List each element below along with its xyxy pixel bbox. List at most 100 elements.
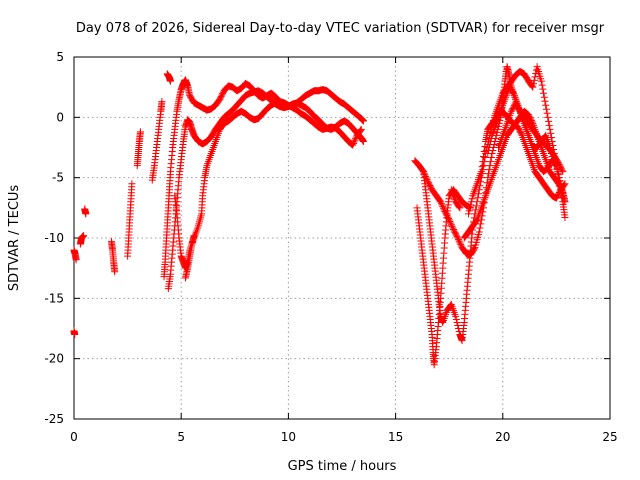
- data-point: [357, 125, 365, 133]
- series-a7: [148, 98, 166, 184]
- data-point: [454, 236, 462, 244]
- y-tick-label: -5: [52, 171, 64, 185]
- data-point: [547, 147, 555, 155]
- series-a1: [70, 327, 79, 339]
- data-point: [467, 198, 475, 206]
- data-point: [509, 88, 517, 96]
- data-point: [447, 221, 455, 229]
- y-tick-label: -10: [44, 231, 64, 245]
- data-point: [530, 80, 538, 88]
- y-tick-label: -20: [44, 352, 64, 366]
- data-point: [465, 207, 473, 215]
- series-a5: [124, 180, 136, 260]
- data-point: [554, 168, 562, 176]
- data-point: [350, 138, 358, 146]
- data-point: [549, 156, 557, 164]
- data-point: [517, 130, 525, 138]
- series-a0: [70, 246, 80, 264]
- data-point: [440, 206, 448, 214]
- grid: [74, 57, 610, 419]
- data-point: [487, 134, 495, 142]
- data-point: [481, 154, 489, 162]
- data-point: [545, 121, 553, 129]
- data-point: [550, 159, 558, 167]
- x-tick-label: 0: [70, 430, 78, 444]
- series-a3: [81, 205, 90, 218]
- series-a4: [108, 238, 119, 276]
- data-point: [561, 213, 569, 221]
- x-tick-label: 20: [495, 430, 510, 444]
- data-point: [493, 128, 501, 136]
- data-point: [359, 117, 367, 125]
- data-point: [540, 89, 548, 97]
- data-point: [539, 85, 547, 93]
- data-point: [553, 165, 561, 173]
- data-point: [455, 203, 463, 211]
- data-point: [351, 136, 359, 144]
- series-a11: [171, 98, 365, 272]
- data-point: [542, 101, 550, 109]
- x-tick-label: 10: [281, 430, 296, 444]
- data-point: [439, 203, 447, 211]
- x-tick-labels: 0 5 10 15 20 25: [70, 430, 617, 444]
- data-point: [349, 139, 357, 147]
- data-point: [71, 331, 79, 339]
- data-point: [456, 239, 464, 247]
- data-point: [453, 318, 461, 326]
- data-point: [158, 98, 166, 106]
- data-point: [464, 210, 472, 218]
- data-point: [449, 224, 457, 232]
- data-point: [540, 93, 548, 101]
- data-point: [454, 321, 462, 329]
- plot-frame: [73, 56, 611, 420]
- data-point: [538, 81, 546, 89]
- data-point: [454, 234, 462, 242]
- data-point: [475, 228, 483, 236]
- data-point: [455, 237, 463, 245]
- y-tick-label: 0: [56, 110, 64, 124]
- data-point: [537, 77, 545, 85]
- data-point: [485, 144, 493, 151]
- data-point: [545, 117, 553, 125]
- series-b7: [447, 186, 464, 212]
- data-point: [531, 73, 539, 81]
- data-point: [547, 150, 555, 158]
- y-tick-label: -25: [44, 412, 64, 426]
- series-a9: [163, 70, 174, 85]
- data-point: [467, 201, 475, 209]
- data-point: [544, 113, 552, 121]
- data-point: [166, 77, 174, 85]
- data-point: [438, 201, 446, 209]
- data-point: [541, 97, 549, 105]
- series-a2: [76, 232, 88, 248]
- data-point: [480, 162, 488, 170]
- data-point: [529, 83, 537, 91]
- data-point: [80, 232, 88, 240]
- data-point: [543, 109, 551, 117]
- data-point: [548, 153, 556, 161]
- data-points: [70, 63, 569, 369]
- y-tick-label: -15: [44, 291, 64, 305]
- data-point: [457, 240, 465, 248]
- series-a6: [133, 128, 144, 170]
- data-point: [558, 166, 566, 174]
- data-point: [484, 150, 492, 158]
- data-point: [447, 219, 455, 227]
- data-point: [487, 154, 495, 162]
- data-point: [357, 126, 365, 134]
- data-point: [546, 144, 554, 151]
- x-tick-label: 25: [602, 430, 617, 444]
- data-point: [528, 118, 536, 126]
- data-point: [479, 158, 487, 166]
- data-point: [555, 171, 563, 179]
- data-point: [359, 137, 367, 145]
- data-point: [474, 194, 482, 202]
- data-point: [72, 256, 80, 264]
- chart-title: Day 078 of 2026, Sidereal Day-to-day VTE…: [76, 21, 605, 36]
- data-point: [136, 128, 144, 136]
- data-point: [558, 187, 566, 195]
- data-point: [547, 129, 555, 137]
- data-point: [486, 140, 494, 148]
- data-point: [478, 163, 486, 171]
- data-point: [561, 198, 569, 206]
